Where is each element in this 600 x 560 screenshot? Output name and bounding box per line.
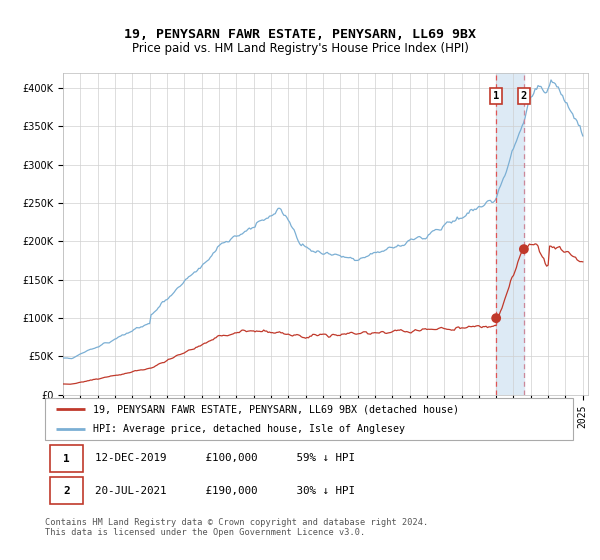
Text: 12-DEC-2019      £100,000      59% ↓ HPI: 12-DEC-2019 £100,000 59% ↓ HPI bbox=[95, 454, 355, 464]
Point bbox=[491, 314, 501, 323]
Text: Contains HM Land Registry data © Crown copyright and database right 2024.
This d: Contains HM Land Registry data © Crown c… bbox=[45, 518, 428, 538]
Text: 1: 1 bbox=[63, 454, 70, 464]
Bar bbox=[50, 445, 83, 472]
Text: 19, PENYSARN FAWR ESTATE, PENYSARN, LL69 9BX (detached house): 19, PENYSARN FAWR ESTATE, PENYSARN, LL69… bbox=[92, 404, 458, 414]
Point bbox=[519, 245, 529, 254]
Bar bbox=[496, 73, 524, 395]
Text: 2: 2 bbox=[521, 91, 527, 101]
Text: HPI: Average price, detached house, Isle of Anglesey: HPI: Average price, detached house, Isle… bbox=[92, 424, 404, 434]
Bar bbox=[50, 477, 83, 504]
Text: 2: 2 bbox=[63, 486, 70, 496]
Text: 19, PENYSARN FAWR ESTATE, PENYSARN, LL69 9BX: 19, PENYSARN FAWR ESTATE, PENYSARN, LL69… bbox=[124, 28, 476, 41]
Text: 20-JUL-2021      £190,000      30% ↓ HPI: 20-JUL-2021 £190,000 30% ↓ HPI bbox=[95, 486, 355, 496]
Text: Price paid vs. HM Land Registry's House Price Index (HPI): Price paid vs. HM Land Registry's House … bbox=[131, 41, 469, 55]
Text: 1: 1 bbox=[493, 91, 499, 101]
